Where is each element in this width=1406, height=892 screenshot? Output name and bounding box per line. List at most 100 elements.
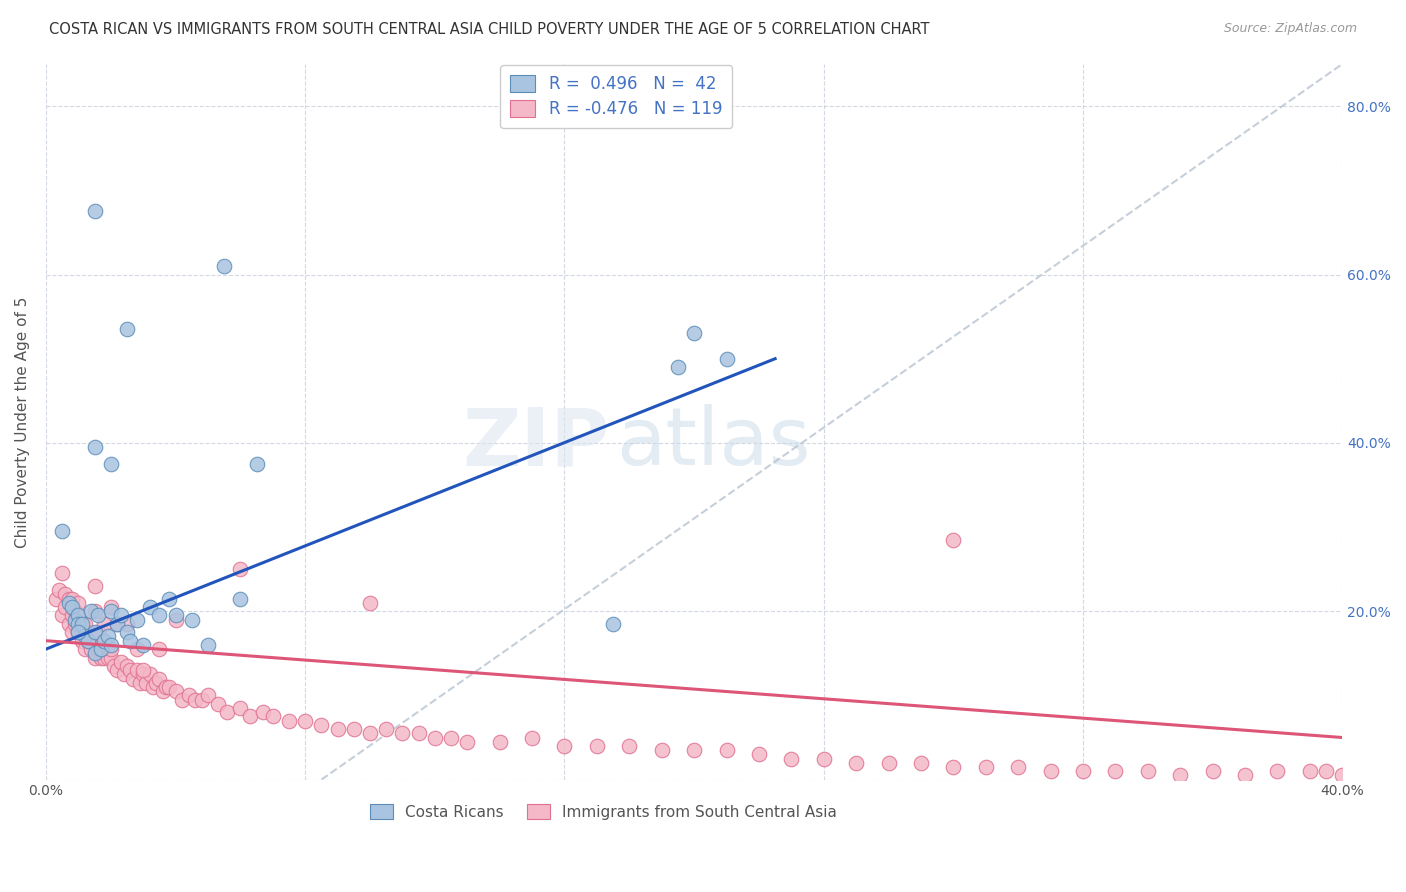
Point	[229, 701, 252, 715]
Point	[1071, 764, 1094, 779]
Point	[83, 630, 105, 644]
Point	[197, 689, 219, 703]
Point	[100, 604, 122, 618]
Point	[311, 718, 333, 732]
Point	[70, 616, 93, 631]
Point	[553, 739, 575, 753]
Point	[112, 667, 135, 681]
Point	[157, 680, 180, 694]
Point	[70, 616, 93, 631]
Point	[172, 692, 194, 706]
Point	[90, 638, 112, 652]
Point	[132, 663, 155, 677]
Point	[910, 756, 932, 770]
Point	[180, 613, 202, 627]
Point	[165, 608, 187, 623]
Point	[87, 608, 110, 623]
Point	[212, 259, 235, 273]
Point	[423, 731, 446, 745]
Point	[129, 675, 152, 690]
Point	[184, 692, 207, 706]
Point	[125, 642, 148, 657]
Point	[120, 633, 142, 648]
Point	[748, 747, 770, 762]
Point	[1234, 768, 1257, 782]
Point	[440, 731, 463, 745]
Point	[93, 633, 115, 648]
Point	[651, 743, 673, 757]
Point	[239, 709, 262, 723]
Point	[58, 591, 80, 606]
Point	[148, 642, 170, 657]
Point	[619, 739, 641, 753]
Point	[100, 650, 122, 665]
Point	[1136, 764, 1159, 779]
Point	[229, 562, 252, 576]
Point	[110, 655, 132, 669]
Point	[138, 600, 160, 615]
Point	[262, 709, 284, 723]
Point	[666, 360, 689, 375]
Point	[252, 705, 274, 719]
Point	[165, 613, 187, 627]
Point	[326, 722, 349, 736]
Point	[152, 684, 174, 698]
Point	[132, 667, 155, 681]
Point	[90, 650, 112, 665]
Point	[343, 722, 366, 736]
Point	[157, 591, 180, 606]
Point	[83, 579, 105, 593]
Point	[375, 722, 398, 736]
Text: atlas: atlas	[616, 404, 811, 483]
Point	[229, 591, 252, 606]
Point	[115, 322, 138, 336]
Point	[391, 726, 413, 740]
Point	[96, 642, 118, 657]
Point	[83, 204, 105, 219]
Point	[115, 659, 138, 673]
Point	[278, 714, 301, 728]
Point	[48, 583, 70, 598]
Point	[197, 638, 219, 652]
Point	[148, 608, 170, 623]
Y-axis label: Child Poverty Under the Age of 5: Child Poverty Under the Age of 5	[15, 296, 30, 548]
Point	[716, 351, 738, 366]
Point	[359, 596, 381, 610]
Point	[1168, 768, 1191, 782]
Point	[974, 760, 997, 774]
Point	[93, 650, 115, 665]
Point	[132, 638, 155, 652]
Point	[63, 616, 86, 631]
Point	[1104, 764, 1126, 779]
Point	[207, 697, 229, 711]
Point	[100, 600, 122, 615]
Point	[60, 608, 83, 623]
Point	[87, 642, 110, 657]
Legend: Costa Ricans, Immigrants from South Central Asia: Costa Ricans, Immigrants from South Cent…	[364, 797, 842, 826]
Point	[80, 604, 103, 618]
Point	[73, 642, 96, 657]
Point	[103, 659, 125, 673]
Point	[813, 751, 835, 765]
Text: Source: ZipAtlas.com: Source: ZipAtlas.com	[1223, 22, 1357, 36]
Point	[1267, 764, 1289, 779]
Point	[100, 642, 122, 657]
Point	[100, 457, 122, 471]
Point	[105, 616, 128, 631]
Point	[45, 591, 67, 606]
Point	[73, 630, 96, 644]
Text: COSTA RICAN VS IMMIGRANTS FROM SOUTH CENTRAL ASIA CHILD POVERTY UNDER THE AGE OF: COSTA RICAN VS IMMIGRANTS FROM SOUTH CEN…	[49, 22, 929, 37]
Text: ZIP: ZIP	[463, 404, 610, 483]
Point	[83, 646, 105, 660]
Point	[780, 751, 803, 765]
Point	[122, 672, 145, 686]
Point	[105, 663, 128, 677]
Point	[60, 625, 83, 640]
Point	[1331, 768, 1354, 782]
Point	[1039, 764, 1062, 779]
Point	[520, 731, 543, 745]
Point	[96, 630, 118, 644]
Point	[456, 735, 478, 749]
Point	[177, 689, 200, 703]
Point	[359, 726, 381, 740]
